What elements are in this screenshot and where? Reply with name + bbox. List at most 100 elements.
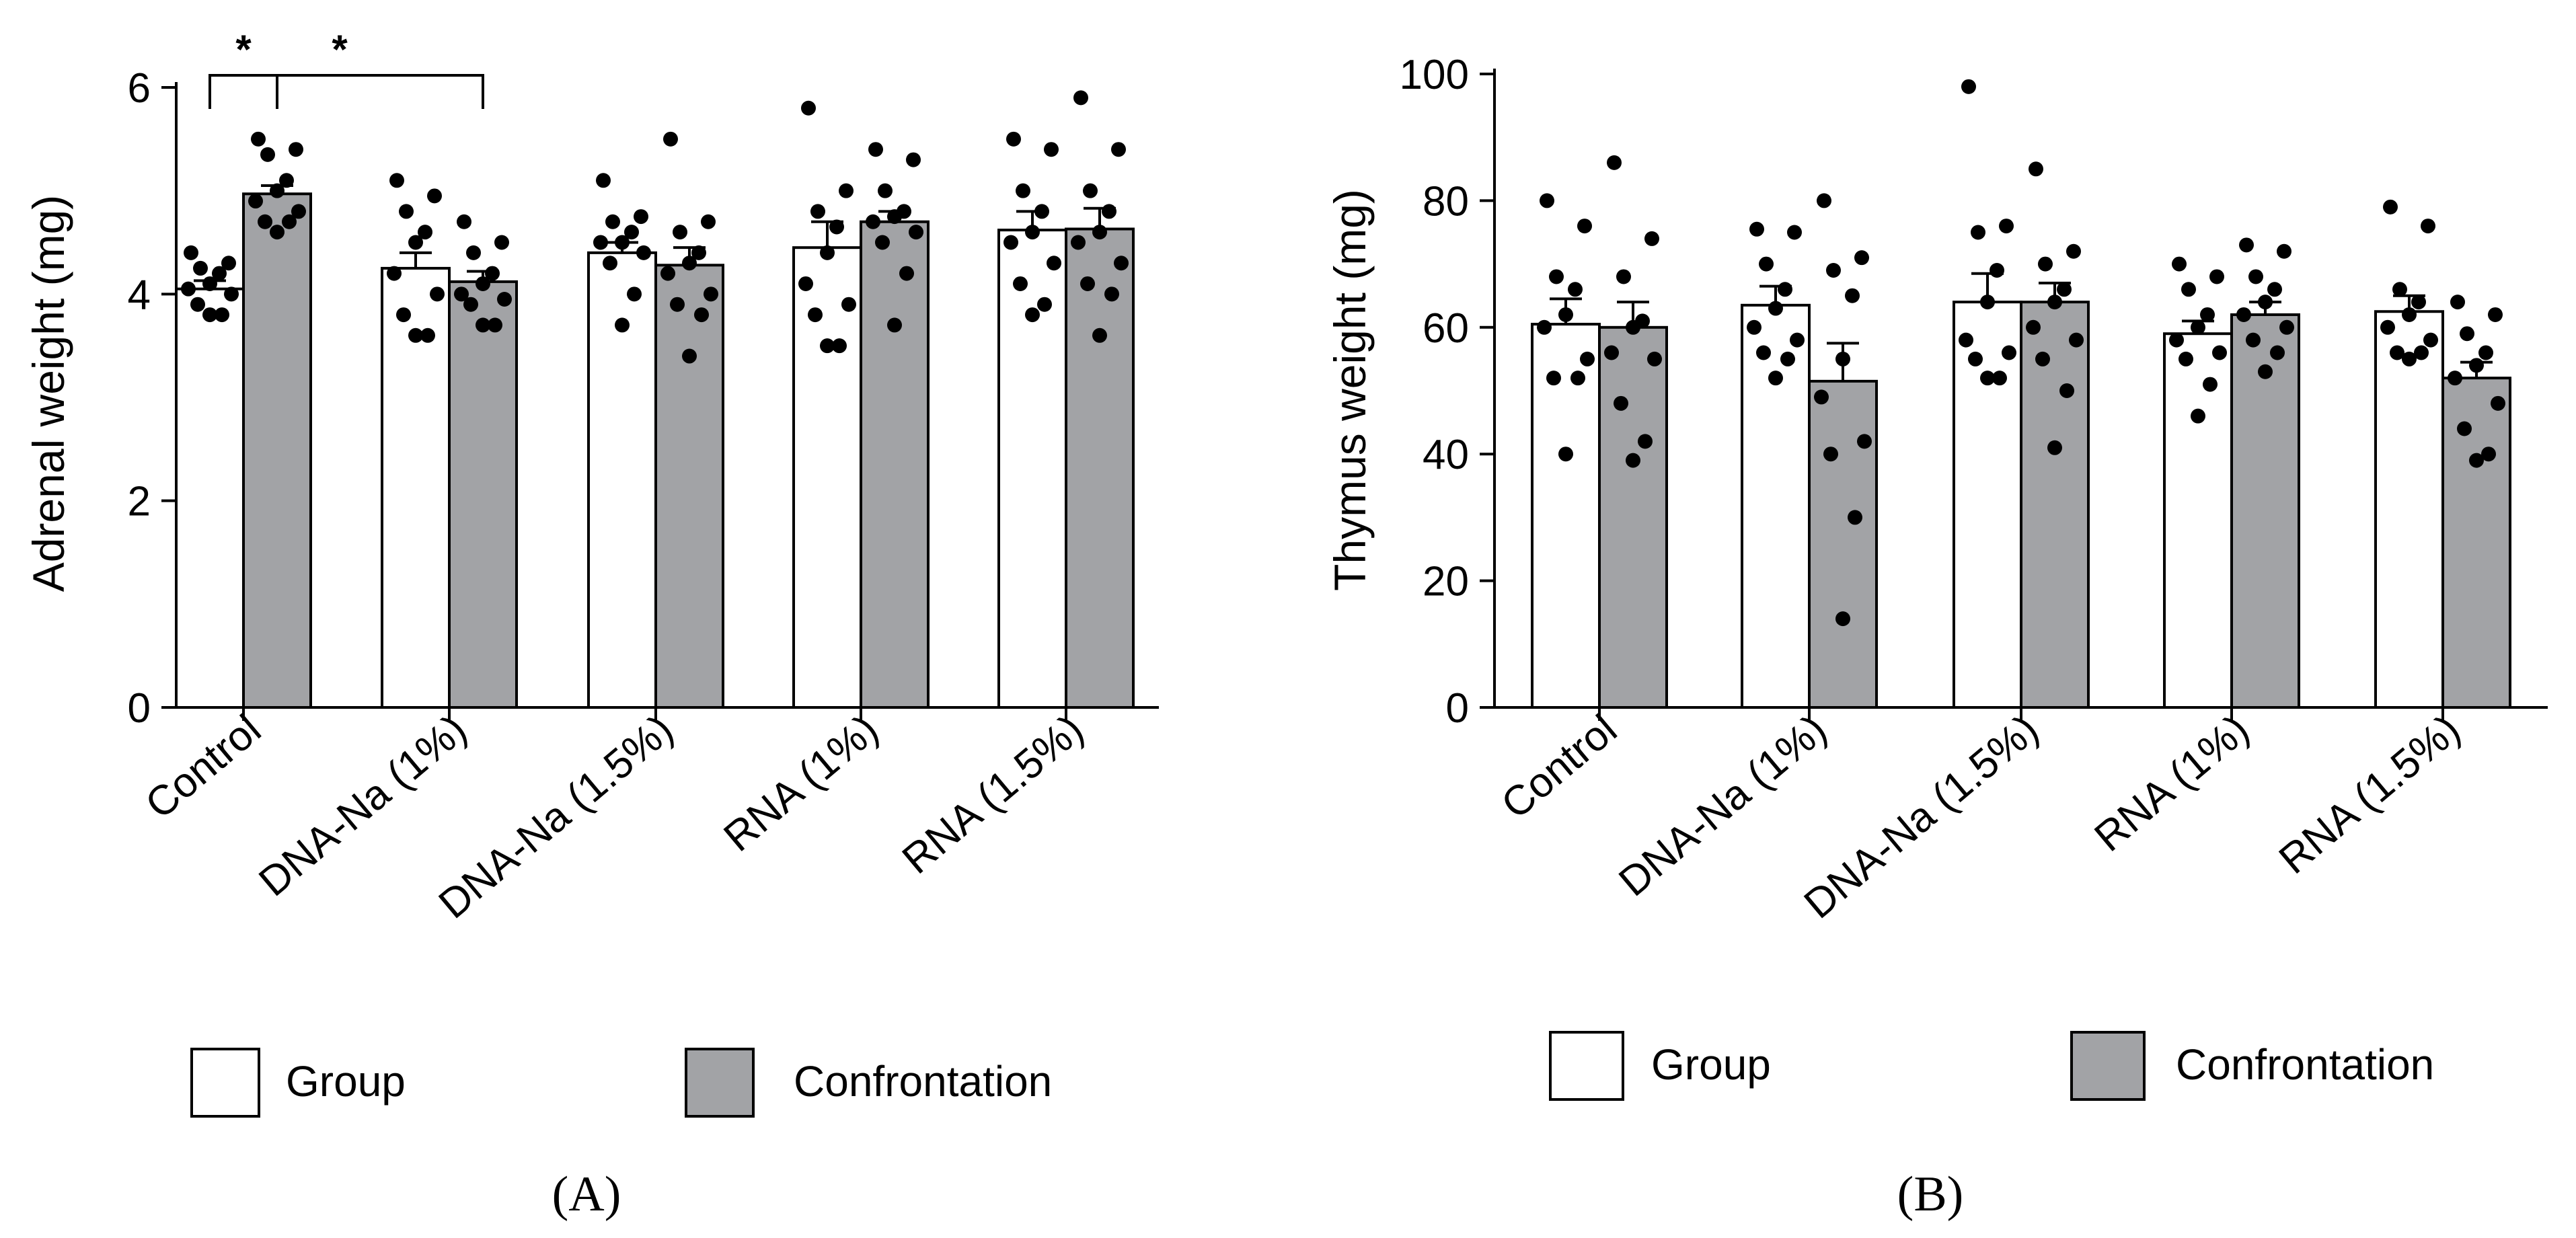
panel-b-bar-dna-na-1-group-point: [1749, 221, 1764, 237]
panel-a-bar-control-group-point: [190, 297, 205, 312]
panel-b-bar-dna-na-1-group: [1741, 303, 1811, 709]
panel-a-bar-rna-1-confrontation-point: [878, 183, 893, 198]
panel-b-bar-rna-1-5-group-point: [2421, 219, 2435, 234]
panel-b-bar-control-group-point: [1537, 319, 1552, 335]
panel-a-bar-rna-1-5-confrontation-point: [1104, 286, 1119, 302]
panel-b-bar-rna-1-group-point: [2203, 377, 2218, 392]
panel-a-bar-dna-na-1-5-group-point: [624, 225, 639, 240]
panel-b-bar-rna-1-group: [2163, 332, 2233, 709]
panel-b-y-tick-label: 80: [1423, 178, 1469, 225]
panel-a-bar-rna-1-5-confrontation-point: [1114, 256, 1129, 271]
panel-a-bar-rna-1-5-group-point: [1006, 131, 1021, 147]
panel-a-bar-dna-na-1-5-group-point: [596, 173, 611, 188]
panel-b-bar-control-confrontation: [1598, 325, 1668, 709]
panel-a-y-tick-label: 6: [128, 65, 151, 112]
panel-b-bar-dna-na-1-confrontation-point: [1835, 611, 1850, 627]
panel-a-bar-rna-1-5-group-point: [1037, 297, 1052, 312]
panel-a-bar-rna-1-group-point: [798, 276, 813, 291]
panel-a-bar-rna-1-group-point: [820, 245, 835, 260]
panel-b-y-tick-label: 40: [1423, 432, 1469, 478]
panel-b-bar-rna-1-group-point: [2169, 332, 2184, 348]
panel-b-bar-rna-1-5-group-point: [2390, 345, 2404, 360]
panel-b-bar-rna-1-confrontation-point: [2279, 319, 2294, 335]
panel-a-label: (A): [552, 1167, 621, 1222]
panel-b-bar-dna-na-1-group-point: [1778, 282, 1792, 297]
panel-a-bar-rna-1-group-point: [810, 204, 825, 219]
panel-a-bar-dna-na-1-confrontation: [448, 280, 518, 709]
panel-a-bar-dna-na-1-5-group-point: [603, 256, 617, 271]
panel-b-bar-dna-na-1-5-group-point: [1968, 351, 1983, 366]
panel-b-bar-rna-1-5-confrontation-point: [2469, 358, 2484, 373]
panel-a-bar-rna-1-5-group-point: [1016, 183, 1030, 198]
panel-a-bar-rna-1-5-group-point: [1025, 307, 1040, 323]
panel-b-bar-control-confrontation-point: [1647, 351, 1662, 366]
panel-b-y-tick-label: 60: [1423, 305, 1469, 352]
panel-a-bar-rna-1-confrontation-point: [875, 235, 890, 250]
panel-b-bar-rna-1-confrontation: [2230, 313, 2300, 709]
panel-a-bar-dna-na-1-confrontation-point: [476, 276, 490, 291]
panel-a-bar-dna-na-1-group-point: [396, 307, 411, 323]
panel-a-bar-rna-1-5-confrontation-point: [1071, 235, 1086, 250]
panel-a-bar-control-confrontation-point: [248, 194, 263, 209]
panel-b-bar-dna-na-1-5-group-point: [1992, 371, 2007, 386]
panel-b-bar-rna-1-group-point: [2209, 269, 2224, 284]
panel-b-bar-dna-na-1-5-group-point: [1990, 263, 2004, 278]
panel-a-bar-dna-na-1-5-confrontation-point: [694, 307, 709, 323]
panel-b-bar-rna-1-group-point: [2212, 345, 2227, 360]
panel-b-bar-dna-na-1-group-point: [1759, 256, 1774, 272]
panel-b-y-tick-label: 20: [1423, 559, 1469, 605]
panel-a-bar-rna-1-group: [792, 246, 862, 709]
panel-a-bar-control-confrontation-point: [279, 173, 294, 188]
panel-a-bar-control-group-point: [184, 245, 198, 260]
panel-b-bar-dna-na-1-5-confrontation-point: [2035, 351, 2050, 366]
panel-a-legend: Group Confrontation: [190, 1048, 1052, 1118]
panel-b-bar-rna-1-group-point: [2172, 256, 2187, 272]
panel-a-bar-control-group-point: [224, 286, 239, 302]
panel-a-bar-control-group-point: [193, 260, 208, 276]
panel-b-bar-rna-1-group-point: [2191, 408, 2205, 424]
panel-b-bar-dna-na-1-confrontation-point: [1857, 434, 1872, 449]
panel-a-bar-dna-na-1-group-point: [430, 286, 445, 302]
panel-a-bar-rna-1-5-confrontation: [1065, 227, 1135, 709]
panel-a-bar-rna-1-confrontation-point: [906, 152, 921, 167]
panel-b-bar-control-group-point: [1570, 371, 1585, 386]
panel-a-bar-rna-1-5-group-point: [1044, 142, 1059, 157]
panel-b-bar-rna-1-group-point: [2200, 307, 2215, 322]
panel-a-bar-rna-1-confrontation-point: [887, 317, 902, 333]
panel-a-bar-dna-na-1-5-confrontation: [654, 264, 724, 709]
panel-b-bar-rna-1-confrontation-point: [2277, 243, 2291, 259]
panel-b-bar-control-group-point: [1558, 307, 1573, 322]
panel-b-bar-dna-na-1-5-group-point: [1999, 219, 2014, 234]
panel-a-bar-dna-na-1-confrontation-point: [488, 317, 502, 333]
panel-a-bar-rna-1-group-point: [839, 183, 854, 198]
panel-a-bar-dna-na-1-group-point: [389, 173, 404, 188]
panel-b-bar-dna-na-1-5-confrontation-point: [2038, 256, 2053, 272]
panel-a-y-tick-label: 0: [128, 685, 151, 732]
panel-a-bar-rna-1-confrontation-point: [909, 225, 923, 240]
panel-a-bar-dna-na-1-5-group-point: [627, 286, 642, 302]
panel-a-bar-dna-na-1-confrontation-point: [485, 266, 500, 281]
panel-b-bar-dna-na-1-5-confrontation-point: [2047, 440, 2062, 455]
panel-b-legend-label-confrontation: Confrontation: [2176, 1040, 2434, 1089]
panel-a-bar-rna-1-group-point: [820, 338, 835, 354]
panel-b-bar-control-group-point: [1580, 351, 1595, 366]
panel-b-bar-dna-na-1-5-confrontation-point: [2026, 319, 2041, 335]
panel-b-y-tick-label: 100: [1400, 52, 1469, 98]
panel-a-bar-dna-na-1-5-confrontation-point: [663, 131, 678, 147]
panel-a-bar-control-confrontation-point: [270, 225, 285, 240]
panel-b-bar-rna-1-5-confrontation-point: [2491, 395, 2505, 411]
panel-a-bar-rna-1-5-confrontation-point: [1092, 225, 1107, 240]
panel-a-bar-rna-1-confrontation-point: [899, 266, 914, 281]
panel-b-bar-dna-na-1-5-confrontation-point: [2057, 282, 2072, 297]
panel-b-bar-rna-1-5-confrontation-point: [2460, 326, 2474, 342]
panel-b-bar-rna-1-confrontation-point: [2267, 282, 2282, 297]
panel-a-bar-dna-na-1-group-point: [418, 225, 432, 240]
panel-a-bar-rna-1-5-confrontation-point: [1073, 90, 1088, 106]
panel-b-bar-dna-na-1-group-point: [1790, 332, 1805, 348]
panel-a-bar-dna-na-1-5-confrontation-point: [701, 214, 716, 229]
panel-a-bar-dna-na-1-5-group-point: [615, 317, 630, 333]
panel-a-bar-rna-1-5-confrontation-point: [1083, 183, 1098, 198]
panel-a-bar-dna-na-1-5-confrontation-point: [704, 286, 718, 302]
panel-b-y-tick-label: 0: [1446, 685, 1469, 732]
panel-a-legend-swatch-confrontation: [685, 1048, 755, 1118]
